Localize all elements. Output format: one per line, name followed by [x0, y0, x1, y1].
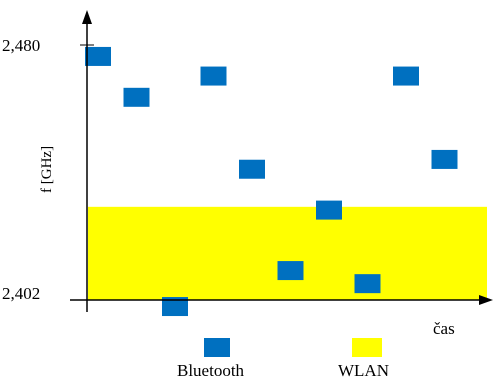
bluetooth-point-7 — [316, 200, 342, 220]
bluetooth-point-6 — [277, 261, 304, 281]
bluetooth-point-8 — [354, 274, 381, 294]
legend-bluetooth-swatch — [204, 338, 230, 357]
y-axis-arrow — [82, 10, 92, 24]
bluetooth-point-1 — [85, 46, 111, 66]
x-axis-label: čas — [433, 319, 455, 338]
legend-wlan-label: WLAN — [338, 361, 389, 380]
legend-wlan-swatch — [352, 338, 382, 357]
bluetooth-points — [85, 46, 458, 317]
y-tick-label-top: 2,480 — [2, 36, 40, 55]
bluetooth-point-9 — [393, 66, 419, 86]
y-tick-label-bottom: 2,402 — [2, 284, 40, 303]
bluetooth-point-5 — [239, 159, 265, 179]
bluetooth-point-10 — [431, 149, 458, 169]
x-axis-arrow — [479, 295, 493, 305]
legend-bluetooth-label: Bluetooth — [177, 361, 245, 380]
bluetooth-point-4 — [200, 66, 227, 86]
bluetooth-point-2 — [123, 87, 150, 107]
bluetooth-point-3 — [162, 297, 188, 317]
y-axis-label: f [GHz] — [39, 146, 55, 193]
wlan-band — [88, 206, 487, 300]
